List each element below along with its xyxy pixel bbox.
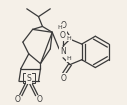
Text: O: O [60,31,66,40]
Text: H: H [67,56,71,61]
Text: H: H [67,36,71,41]
Text: O: O [60,74,66,83]
Text: H: H [58,25,62,30]
Text: N: N [60,47,66,56]
Text: O: O [37,95,42,104]
FancyBboxPatch shape [23,73,35,83]
Text: S: S [26,74,31,83]
Text: O: O [60,21,66,30]
Text: O: O [15,95,21,104]
